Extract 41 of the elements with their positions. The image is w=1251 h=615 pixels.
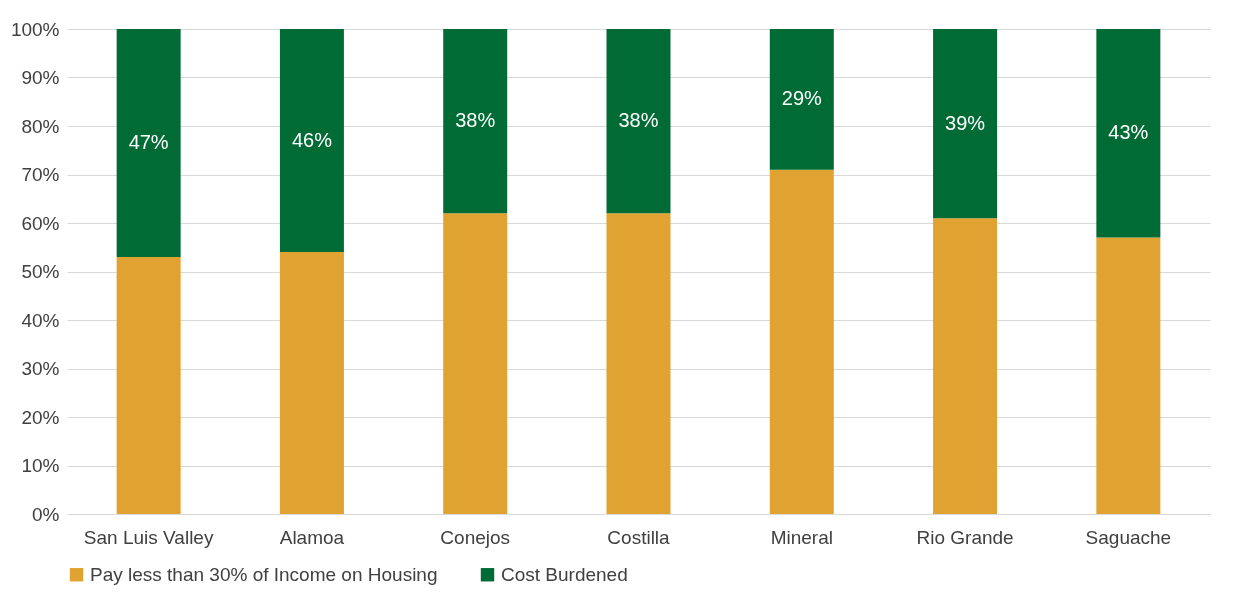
legend-label: Pay less than 30% of Income on Housing — [90, 563, 438, 585]
y-tick-label: 100% — [10, 18, 60, 40]
y-tick-label: 40% — [21, 309, 60, 331]
x-tick-label: Conejos — [440, 526, 511, 548]
y-tick-label: 60% — [21, 212, 60, 234]
data-label: 38% — [618, 109, 659, 132]
data-label: 29% — [781, 87, 823, 110]
x-tick-label: Saguache — [1085, 526, 1172, 548]
y-tick-label: 50% — [21, 261, 60, 282]
x-tick-label: San Luis Valley — [83, 526, 214, 548]
bar — [606, 213, 671, 514]
y-tick-label: 20% — [21, 406, 60, 428]
data-label: 38% — [455, 109, 496, 132]
x-tick-label: Rio Grande — [916, 526, 1014, 548]
data-label: 39% — [945, 111, 986, 134]
data-label: 46% — [291, 128, 333, 151]
bar — [933, 29, 998, 219]
bar — [279, 29, 344, 253]
y-tick-label: 90% — [21, 67, 60, 88]
y-tick-label: 30% — [21, 358, 60, 379]
bar — [769, 29, 834, 170]
y-tick-label: 0% — [32, 503, 60, 525]
x-tick-label: Mineral — [770, 526, 833, 548]
bar — [606, 29, 671, 214]
y-tick-label: 80% — [21, 115, 60, 137]
bar — [443, 29, 508, 214]
y-tick-label: 10% — [21, 455, 60, 476]
x-tick-label: Alamoa — [279, 526, 345, 548]
bar — [1096, 237, 1161, 514]
bar — [279, 252, 344, 514]
bar — [1096, 29, 1161, 238]
y-tick-label: 70% — [21, 164, 60, 185]
data-label: 47% — [128, 130, 169, 153]
bar — [116, 29, 181, 257]
data-label: 43% — [1108, 121, 1149, 144]
x-tick-label: Costilla — [607, 526, 671, 548]
bar — [933, 218, 998, 514]
bar — [116, 256, 181, 514]
bar — [443, 213, 508, 514]
bar — [769, 169, 834, 514]
legend-label: Cost Burdened — [501, 563, 628, 585]
